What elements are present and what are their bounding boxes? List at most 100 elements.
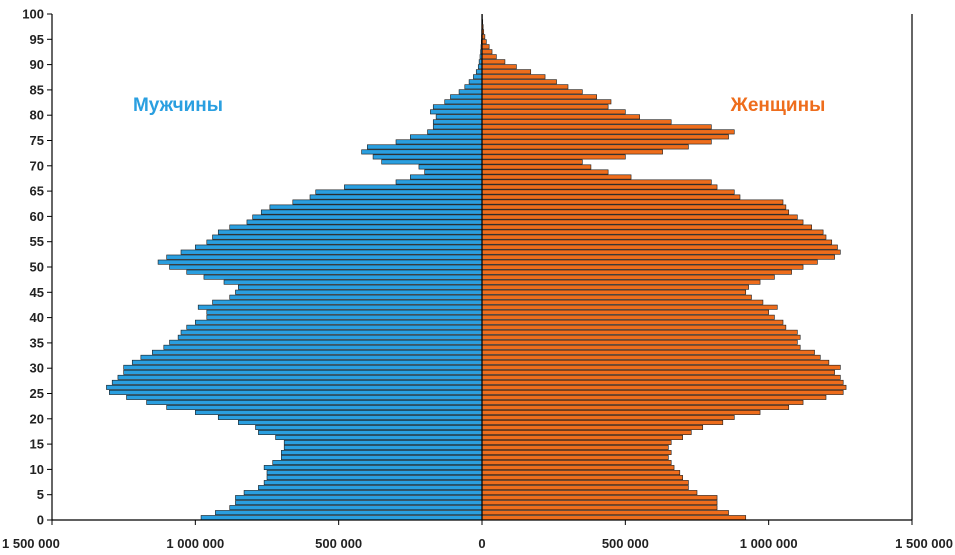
men-bar-age-77	[427, 129, 483, 135]
men-bar-age-63	[292, 199, 483, 205]
women-bar-age-47	[481, 279, 761, 285]
x-tick-label: 1 500 000	[895, 536, 953, 551]
women-bar-age-19	[481, 420, 724, 425]
men-bar-age-38	[186, 324, 483, 330]
x-tick-label: 500 000	[315, 536, 362, 551]
men-bar-age-8	[266, 475, 483, 481]
men-bar-age-83	[444, 99, 483, 105]
men-bar-age-19	[238, 420, 483, 425]
y-tick-label: 95	[30, 32, 44, 47]
women-bar-age-64	[481, 194, 741, 200]
men-bar-age-42	[197, 304, 483, 310]
men-bar-age-43	[212, 299, 483, 305]
women-bar-age-62	[481, 204, 787, 210]
x-axis-ticks: 1 500 000 1 000 000 500 000 0 500 000 1 000 0…	[2, 520, 953, 551]
men-bar-age-32	[140, 354, 483, 360]
y-tick-label: 60	[30, 209, 44, 224]
women-bar-age-80	[481, 114, 640, 120]
women-bar-age-4	[481, 495, 718, 501]
women-bar-age-56	[481, 234, 827, 240]
men-bar-age-78	[432, 124, 483, 130]
women-bars	[481, 14, 847, 521]
men-bar-age-28	[117, 374, 483, 380]
x-tick-label: 500 000	[602, 536, 649, 551]
men-bar-age-24	[126, 394, 483, 400]
women-bar-age-87	[481, 79, 557, 85]
men-bar-age-86	[464, 84, 483, 90]
men-bar-age-55	[206, 239, 483, 245]
y-tick-label: 30	[30, 361, 44, 376]
men-bar-age-58	[229, 224, 483, 230]
women-bar-age-89	[481, 69, 532, 75]
y-tick-label: 5	[37, 487, 44, 502]
men-bar-age-26	[106, 384, 483, 390]
men-bar-age-1	[215, 510, 483, 516]
men-bar-age-62	[269, 204, 483, 210]
women-bar-age-15	[481, 440, 672, 445]
women-bar-age-79	[481, 119, 672, 125]
x-tick-label: 1 000 000	[740, 536, 798, 551]
men-bar-age-81	[430, 109, 483, 115]
men-bar-age-36	[177, 334, 483, 340]
men-bar-age-74	[367, 144, 483, 150]
women-bar-age-5	[481, 490, 698, 496]
women-bar-age-58	[481, 224, 812, 230]
men-bar-age-85	[458, 89, 483, 95]
women-bar-age-68	[481, 174, 632, 180]
women-bar-age-3	[481, 500, 718, 506]
y-tick-label: 10	[30, 462, 44, 477]
y-tick-label: 20	[30, 411, 44, 426]
y-tick-label: 35	[30, 335, 44, 350]
men-bar-age-67	[395, 179, 483, 185]
women-bar-age-36	[481, 334, 801, 340]
women-bar-age-18	[481, 425, 704, 430]
women-bar-age-74	[481, 144, 689, 150]
men-bar-age-13	[281, 450, 483, 455]
women-bar-age-10	[481, 465, 675, 471]
y-tick-label: 70	[30, 158, 44, 173]
men-bar-age-48	[203, 274, 483, 280]
women-bar-age-6	[481, 485, 689, 491]
men-bar-age-70	[418, 164, 483, 170]
women-bar-age-44	[481, 294, 752, 300]
y-tick-label: 75	[30, 133, 44, 148]
men-bar-age-52	[166, 254, 483, 260]
men-bar-age-53	[180, 249, 483, 255]
y-tick-label: 65	[30, 184, 44, 199]
men-bar-age-80	[435, 114, 483, 120]
women-bar-age-95	[481, 39, 487, 45]
men-bar-age-14	[283, 445, 483, 450]
men-bar-age-30	[123, 364, 483, 370]
men-bar-age-46	[238, 284, 483, 290]
women-bar-age-25	[481, 389, 844, 395]
women-bar-age-9	[481, 470, 681, 476]
women-bar-age-94	[481, 44, 490, 50]
men-bar-age-20	[217, 414, 483, 420]
men-bar-age-37	[180, 329, 483, 335]
women-bar-age-49	[481, 269, 792, 275]
men-bar-age-60	[252, 214, 483, 220]
men-bar-age-71	[381, 159, 483, 165]
women-bar-age-93	[481, 49, 493, 55]
y-tick-label: 100	[22, 7, 44, 22]
men-bar-age-6	[258, 485, 483, 491]
men-bar-age-17	[258, 430, 483, 435]
women-bar-age-38	[481, 324, 787, 330]
men-bar-age-12	[281, 455, 483, 460]
men-bar-age-68	[410, 174, 483, 180]
men-bar-age-40	[206, 314, 483, 320]
men-bar-age-35	[169, 339, 483, 345]
women-bar-age-82	[481, 104, 609, 110]
women-bar-age-78	[481, 124, 712, 130]
women-bar-age-52	[481, 254, 835, 260]
men-bar-age-57	[217, 229, 483, 235]
women-bar-age-43	[481, 299, 764, 305]
men-bar-age-2	[229, 505, 483, 511]
women-bar-age-14	[481, 445, 669, 450]
women-bar-age-45	[481, 289, 747, 295]
men-bar-age-87	[468, 79, 483, 85]
men-bar-age-10	[263, 465, 483, 471]
women-bar-age-84	[481, 94, 597, 100]
legend-men-label: Мужчины	[133, 95, 223, 116]
x-tick-label: 0	[478, 536, 485, 551]
